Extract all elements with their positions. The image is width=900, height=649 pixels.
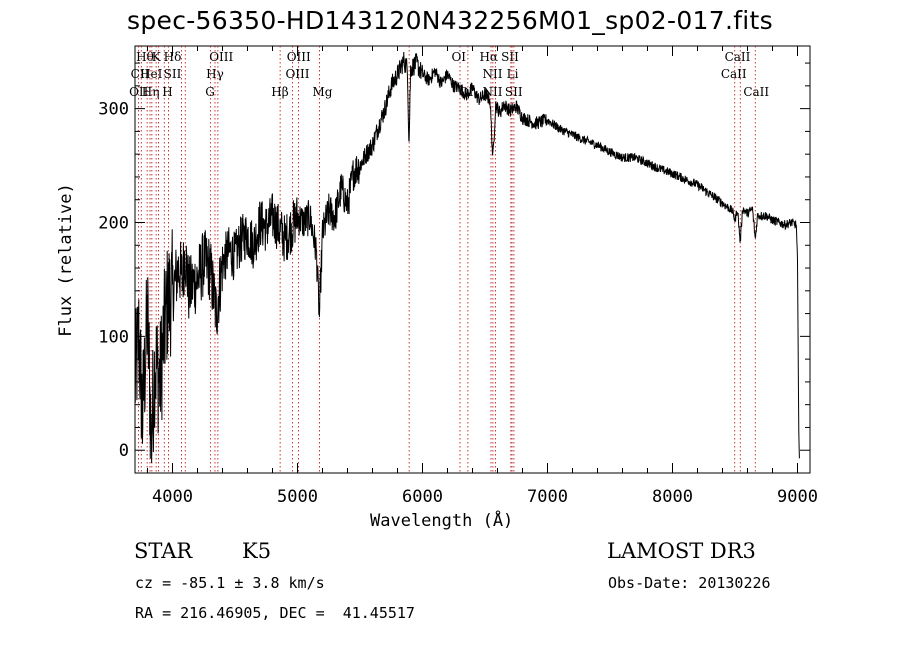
x-tick-label: 8000 [652, 487, 693, 507]
y-axis-label: Flux (relative) [56, 183, 76, 337]
spectral-line-label: OI [459, 85, 474, 99]
y-tick-label: 0 [119, 441, 129, 461]
spectral-line-label: G [205, 85, 215, 99]
survey-name: LAMOST DR3 [607, 539, 756, 563]
observation-date: Obs-Date: 20130226 [608, 574, 771, 592]
spectral-line-label: Li [507, 67, 519, 81]
spectral-line-label: OIII [285, 67, 309, 81]
spectral-line-label: SII [164, 67, 182, 81]
spectral-subclass: K5 [242, 539, 272, 563]
y-tick-label: 200 [98, 213, 129, 233]
spectral-line-label: SII [505, 85, 523, 99]
spectral-line-label: OIII [209, 50, 233, 64]
spectral-line-label: OI [451, 50, 466, 64]
plot-frame [134, 45, 811, 474]
x-tick-label: 5000 [277, 487, 318, 507]
spectral-line-label: Mg [313, 85, 333, 99]
spectral-line-label: CaII [725, 50, 751, 64]
x-tick-label: 4000 [152, 487, 193, 507]
spectral-line-label: Hα [479, 50, 498, 64]
redshift-velocity: cz = -85.1 ± 3.8 km/s [135, 574, 325, 592]
y-tick-label: 100 [98, 327, 129, 347]
spectral-line-label: CaII [721, 67, 747, 81]
spectral-line-label: K [152, 50, 162, 64]
spectral-line-label: Hγ [206, 67, 224, 81]
spectral-line-label: NII [483, 85, 503, 99]
spectral-line-label: Hβ [271, 85, 288, 99]
spectral-line-label: CII [131, 67, 150, 81]
spectral-line-label: CaII [743, 85, 769, 99]
spectral-line-label: Hθ [136, 50, 154, 64]
spectral-line-label: OII [129, 85, 149, 99]
sky-coordinates: RA = 216.46905, DEC = 41.45517 [135, 604, 415, 622]
spectral-line-label: SII [501, 50, 519, 64]
x-tick-label: 7000 [527, 487, 568, 507]
spectral-line-label: HeI [140, 67, 163, 81]
y-tick-label: 300 [98, 100, 129, 120]
chart-title: spec-56350-HD143120N432256M01_sp02-017.f… [127, 6, 773, 35]
spectral-line-label: Hη [142, 85, 160, 99]
x-tick-label: 9000 [777, 487, 818, 507]
spectral-line-label: NII [483, 67, 503, 81]
x-tick-label: 6000 [402, 487, 443, 507]
spectral-line-label: OIII [287, 50, 311, 64]
x-axis-label: Wavelength (Å) [370, 511, 514, 531]
spectral-line-label: H [162, 85, 172, 99]
spectral-line-label: Hδ [164, 50, 182, 64]
spectrum-line [134, 51, 800, 464]
object-type: STAR [134, 539, 193, 563]
